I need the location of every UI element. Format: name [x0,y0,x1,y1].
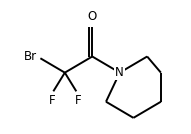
Text: F: F [74,94,81,107]
Text: N: N [115,66,124,79]
Text: Br: Br [23,50,36,63]
Text: O: O [88,10,97,23]
Text: F: F [49,94,55,107]
